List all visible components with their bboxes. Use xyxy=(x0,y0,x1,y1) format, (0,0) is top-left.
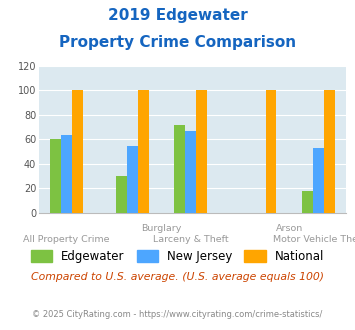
Bar xyxy=(61,135,72,213)
Bar xyxy=(50,139,61,213)
Text: Compared to U.S. average. (U.S. average equals 100): Compared to U.S. average. (U.S. average … xyxy=(31,272,324,282)
Text: All Property Crime: All Property Crime xyxy=(23,235,110,244)
Bar xyxy=(324,90,335,213)
Text: © 2025 CityRating.com - https://www.cityrating.com/crime-statistics/: © 2025 CityRating.com - https://www.city… xyxy=(32,310,323,319)
Bar xyxy=(116,176,127,213)
Bar xyxy=(138,90,149,213)
Bar xyxy=(175,125,185,213)
Bar xyxy=(72,90,83,213)
Bar xyxy=(196,90,207,213)
Text: Arson: Arson xyxy=(276,224,303,233)
Bar xyxy=(127,146,138,213)
Bar xyxy=(313,148,324,213)
Text: 2019 Edgewater: 2019 Edgewater xyxy=(108,8,247,23)
Bar xyxy=(185,131,196,213)
Bar xyxy=(302,191,313,213)
Text: Motor Vehicle Theft: Motor Vehicle Theft xyxy=(273,235,355,244)
Text: Property Crime Comparison: Property Crime Comparison xyxy=(59,35,296,50)
Legend: Edgewater, New Jersey, National: Edgewater, New Jersey, National xyxy=(26,245,329,268)
Text: Larceny & Theft: Larceny & Theft xyxy=(153,235,229,244)
Text: Burglary: Burglary xyxy=(141,224,182,233)
Bar xyxy=(266,90,277,213)
